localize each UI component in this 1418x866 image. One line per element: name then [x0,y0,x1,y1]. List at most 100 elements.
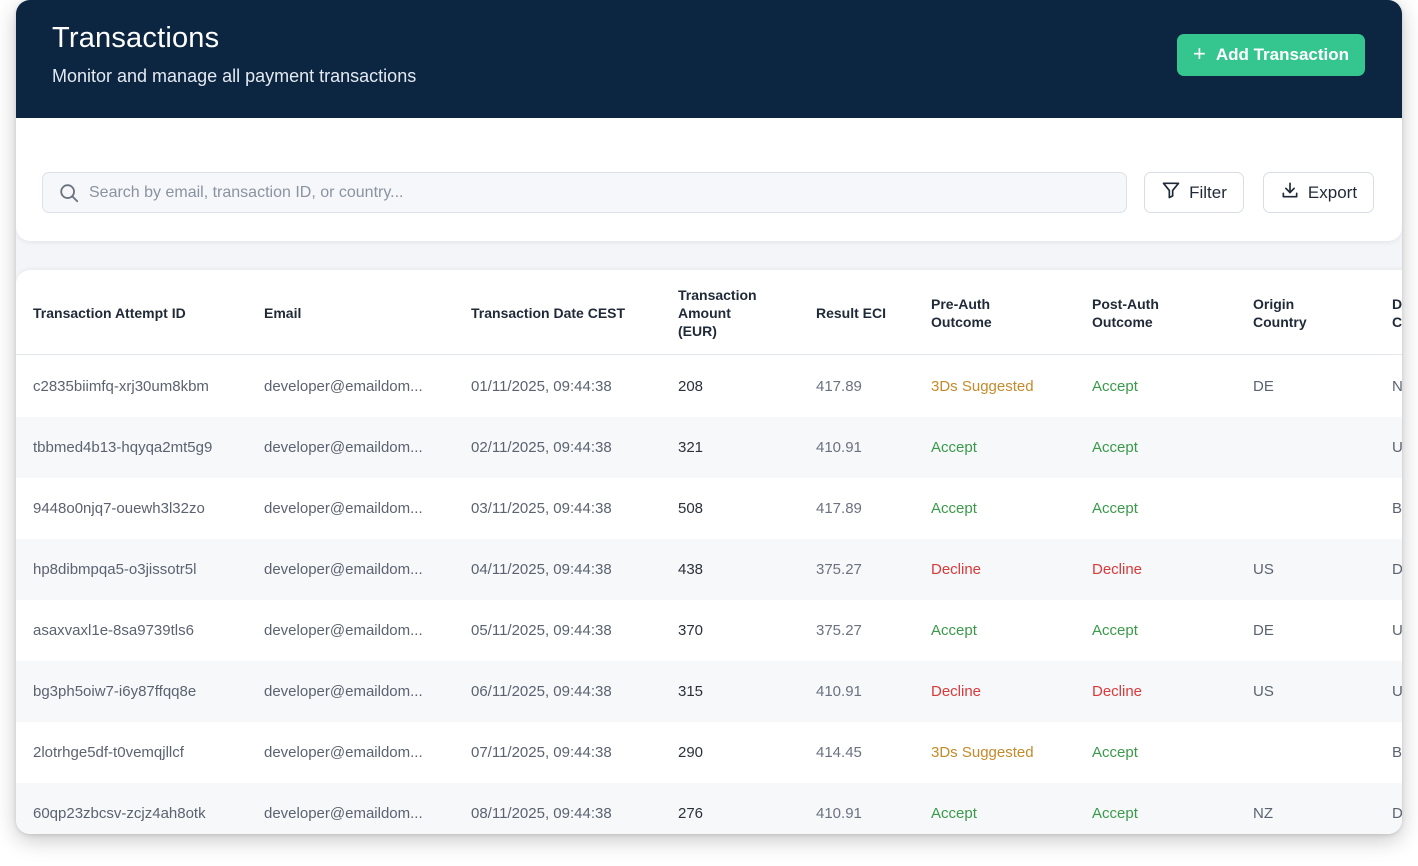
truncated-cell: D [1392,805,1402,822]
filter-icon [1161,180,1181,205]
table-row[interactable]: 60qp23zbcsv-zcjz4ah8otk developer@emaildo… [16,783,1402,834]
post-auth-outcome-cell: Decline [1092,561,1143,578]
transactions-table: Transaction Attempt ID Email Transaction… [16,270,1402,834]
eci-cell: 414.45 [816,744,862,761]
eci-cell: 375.27 [816,561,862,578]
origin-country-cell [1253,417,1373,478]
pre-auth-outcome-cell: 3Ds Suggested [931,378,1034,395]
search-box[interactable] [42,172,1127,213]
filter-button[interactable]: Filter [1144,172,1244,213]
transaction-id-cell: tbbmed4b13-hqyqa2mt5g9 [33,439,213,456]
column-header-origin-country[interactable]: Origin Country [1253,295,1307,330]
amount-cell: 290 [678,744,704,761]
date-cell: 02/11/2025, 09:44:38 [471,439,612,456]
search-input[interactable] [89,183,1126,202]
post-auth-outcome-cell: Accept [1092,500,1138,517]
email-cell: developer@emaildom... [264,561,423,578]
column-header-amount[interactable]: Transaction Amount (EUR) [678,286,757,339]
amount-cell: 321 [678,439,704,456]
post-auth-outcome-cell: Accept [1092,805,1138,822]
column-header-transaction-id[interactable]: Transaction Attempt ID [33,304,186,321]
download-icon [1280,180,1300,205]
amount-cell: 208 [678,378,704,395]
post-auth-outcome-cell: Accept [1092,622,1138,639]
date-cell: 05/11/2025, 09:44:38 [471,622,612,639]
date-cell: 03/11/2025, 09:44:38 [471,500,612,517]
amount-cell: 276 [678,805,704,822]
export-button[interactable]: Export [1263,172,1374,213]
post-auth-outcome-cell: Accept [1092,378,1138,395]
pre-auth-outcome-cell: Decline [931,561,982,578]
email-cell: developer@emaildom... [264,683,423,700]
email-cell: developer@emaildom... [264,500,423,517]
amount-cell: 438 [678,561,704,578]
eci-cell: 410.91 [816,683,862,700]
table-row[interactable]: hp8dibmpqa5-o3jissotr5l developer@emaildo… [16,539,1402,600]
date-cell: 04/11/2025, 09:44:38 [471,561,612,578]
origin-country-cell [1253,722,1373,783]
search-icon [49,182,89,204]
transaction-id-cell: 60qp23zbcsv-zcjz4ah8otk [33,805,206,822]
amount-cell: 370 [678,622,704,639]
transaction-id-cell: bg3ph5oiw7-i6y87ffqq8e [33,683,197,700]
post-auth-outcome-cell: Accept [1092,744,1138,761]
origin-country-cell: DE [1253,378,1274,395]
truncated-cell: U [1392,439,1402,456]
plus-icon: + [1192,41,1206,66]
truncated-cell: B [1392,744,1402,761]
date-cell: 08/11/2025, 09:44:38 [471,805,612,822]
transaction-id-cell: 9448o0njq7-ouewh3l32zo [33,500,205,517]
export-label: Export [1307,182,1358,202]
table-row[interactable]: tbbmed4b13-hqyqa2mt5g9 developer@emaildom… [16,417,1402,478]
table-row[interactable]: 2lotrhge5df-t0vemqjllcf developer@emaildo… [16,722,1402,783]
transaction-id-cell: asaxvaxl1e-8sa9739tls6 [33,622,194,639]
table-row[interactable]: bg3ph5oiw7-i6y87ffqq8e developer@emaildom… [16,661,1402,722]
eci-cell: 417.89 [816,378,862,395]
email-cell: developer@emaildom... [264,622,423,639]
table-row[interactable]: asaxvaxl1e-8sa9739tls6 developer@emaildom… [16,600,1402,661]
pre-auth-outcome-cell: Decline [931,683,982,700]
column-header-truncated[interactable]: D C [1392,295,1402,330]
eci-cell: 410.91 [816,439,862,456]
page-header: Transactions Monitor and manage all paym… [16,0,1402,118]
date-cell: 01/11/2025, 09:44:38 [471,378,612,395]
pre-auth-outcome-cell: Accept [931,500,977,517]
add-transaction-label: Add Transaction [1215,45,1350,64]
column-header-date[interactable]: Transaction Date CEST [471,304,626,321]
page-title: Transactions [52,22,220,54]
truncated-cell: U [1392,683,1402,700]
email-cell: developer@emaildom... [264,805,423,822]
add-transaction-button[interactable]: + Add Transaction [1177,34,1365,76]
pre-auth-outcome-cell: Accept [931,439,977,456]
truncated-cell: B [1392,500,1402,517]
amount-cell: 315 [678,683,704,700]
table-row[interactable]: c2835biimfq-xrj30um8kbm developer@emaildo… [16,356,1402,417]
post-auth-outcome-cell: Decline [1092,683,1143,700]
amount-cell: 508 [678,500,704,517]
origin-country-cell: US [1253,683,1274,700]
pre-auth-outcome-cell: 3Ds Suggested [931,744,1034,761]
transaction-id-cell: hp8dibmpqa5-o3jissotr5l [33,561,197,578]
pre-auth-outcome-cell: Accept [931,622,977,639]
page-subtitle: Monitor and manage all payment transacti… [52,66,417,86]
post-auth-outcome-cell: Accept [1092,439,1138,456]
truncated-cell: U [1392,622,1402,639]
pre-auth-outcome-cell: Accept [931,805,977,822]
origin-country-cell: DE [1253,622,1274,639]
eci-cell: 410.91 [816,805,862,822]
column-header-result-eci[interactable]: Result ECI [816,304,887,321]
column-header-email[interactable]: Email [264,304,302,321]
column-header-post-auth[interactable]: Post-Auth Outcome [1092,295,1159,330]
table-row[interactable]: 9448o0njq7-ouewh3l32zo developer@emaildom… [16,478,1402,539]
eci-cell: 375.27 [816,622,862,639]
column-header-pre-auth[interactable]: Pre-Auth Outcome [931,295,992,330]
eci-cell: 417.89 [816,500,862,517]
email-cell: developer@emaildom... [264,439,423,456]
email-cell: developer@emaildom... [264,744,423,761]
table-header: Transaction Attempt ID Email Transaction… [16,270,1402,355]
origin-country-cell: NZ [1253,805,1273,822]
truncated-cell: D [1392,561,1402,578]
date-cell: 07/11/2025, 09:44:38 [471,744,612,761]
origin-country-cell: US [1253,561,1274,578]
app-window: Transactions Monitor and manage all paym… [16,0,1402,834]
